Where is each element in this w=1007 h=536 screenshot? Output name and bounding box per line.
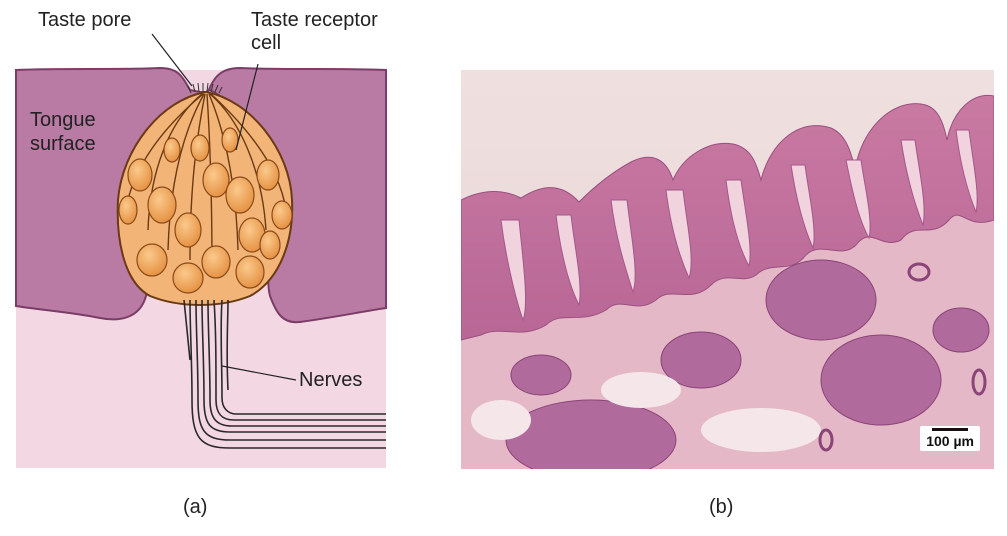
caption-b: (b) [709, 496, 734, 518]
scale-bar: 100 µm [920, 426, 980, 451]
label-nerves: Nerves [299, 369, 363, 391]
pale-spaces [471, 372, 821, 452]
panel-b-micrograph: 100 µm [460, 70, 995, 481]
nerves-leader [221, 365, 297, 381]
ducts [818, 262, 987, 452]
papillae-epithelium [460, 94, 995, 341]
tongue-tissue-micrograph [460, 70, 995, 481]
receptor-cell-nuclei [118, 127, 293, 294]
scale-bar-line [932, 428, 969, 431]
gland-clusters [505, 259, 990, 481]
label-tongue-surface: Tongue surface [30, 109, 96, 155]
scale-bar-label: 100 µm [926, 433, 974, 449]
nerve-fibers [183, 299, 386, 449]
taste-bud-diagram [15, 33, 387, 468]
caption-a: (a) [183, 496, 208, 518]
taste-pore-hairs [187, 82, 223, 94]
label-taste-pore: Taste pore [38, 9, 132, 31]
label-taste-receptor-cell: Taste receptor cell [251, 9, 378, 54]
taste-pore-leader [151, 33, 193, 87]
receptor-cell-leader [235, 63, 259, 151]
papillae-folds [500, 129, 978, 322]
panel-a-diagram: Taste pore Taste receptor cell Tongue su… [0, 0, 420, 480]
leader-lines [151, 33, 297, 381]
